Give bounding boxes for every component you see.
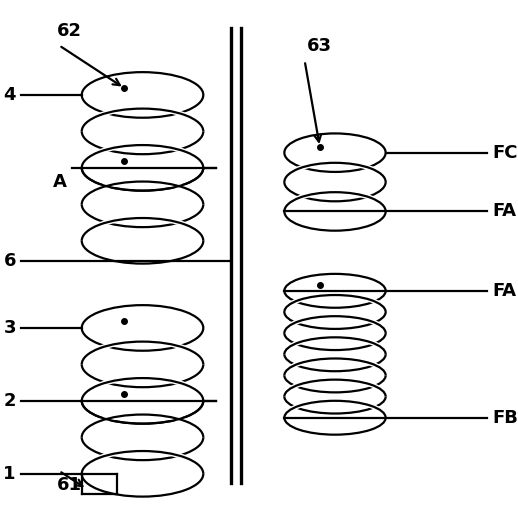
Text: FA: FA (492, 282, 516, 300)
Text: 3: 3 (4, 319, 16, 337)
Text: FB: FB (492, 409, 518, 427)
Text: 4: 4 (4, 86, 16, 104)
Text: FC: FC (492, 144, 517, 161)
Text: 61: 61 (56, 476, 81, 494)
Text: 1: 1 (4, 465, 16, 483)
Text: FA: FA (492, 202, 516, 220)
Text: 6: 6 (4, 252, 16, 270)
Text: 2: 2 (4, 392, 16, 410)
Text: 63: 63 (307, 37, 332, 55)
Text: 62: 62 (56, 22, 81, 40)
Text: A: A (53, 173, 66, 191)
